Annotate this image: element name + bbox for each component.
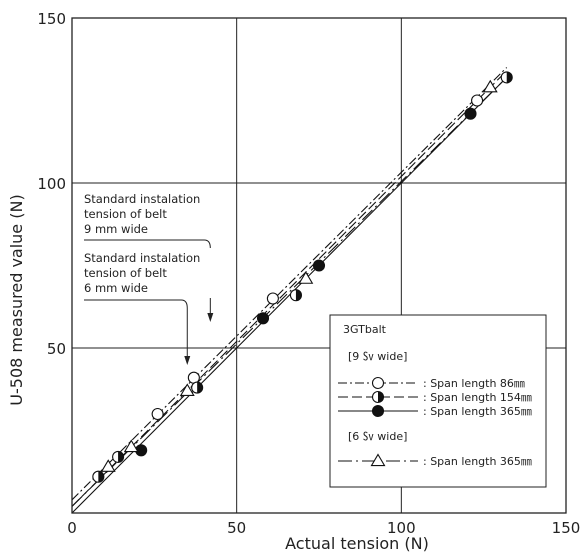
x-tick-label-150: 150 — [552, 519, 581, 537]
point-s2-3 — [191, 381, 204, 394]
point-s1-3 — [266, 292, 279, 305]
plot-frame — [71, 17, 567, 514]
fit-line-1 — [71, 67, 508, 501]
legend-label-span-154: : Span length 154㎜ — [423, 391, 532, 404]
legend: 3GTbalt [9 ㏜ wide] [6 ㏜ wide] : Span len… — [329, 314, 547, 488]
legend-label-span-365-9mm: : Span length 365㎜ — [423, 405, 532, 418]
point-s4-5 — [482, 79, 498, 93]
point-s2-5-fill — [506, 71, 513, 83]
point-s2-4-fill — [295, 289, 302, 301]
y-tick-label-50: 50 — [47, 340, 66, 358]
legend-label-span-365-6mm: : Span length 365㎜ — [423, 455, 532, 468]
legend-marker-2-fill — [378, 391, 384, 403]
annotation-6mm-arrowhead — [184, 356, 191, 365]
fit-lines — [71, 67, 508, 514]
legend-marker-4 — [370, 453, 386, 467]
annotation-6mm-arrow — [84, 299, 188, 357]
legend-marker-1 — [371, 376, 385, 390]
annotation-9mm-arrowhead — [207, 313, 214, 322]
x-tick-label-100: 100 — [387, 519, 416, 537]
point-s1-1 — [151, 407, 164, 421]
annotation-6mm-line1: Standard instalation — [84, 251, 200, 265]
y-axis-title: U-508 measured value (N) — [7, 194, 26, 405]
x-tick-label-0: 0 — [67, 519, 77, 537]
tick-labels: 0 50 100 150 50 100 150 — [37, 10, 580, 537]
point-s4-3 — [179, 383, 195, 396]
y-tick-label-150: 150 — [37, 10, 66, 28]
point-s2-1 — [92, 470, 105, 483]
fit-line-3 — [71, 77, 508, 514]
point-s2-5 — [500, 71, 513, 84]
legend-entry-span-154 — [338, 390, 418, 404]
legend-marker-2 — [371, 390, 385, 404]
annotation-6mm-line2: tension of belt — [84, 266, 167, 280]
point-s1-4 — [471, 94, 484, 107]
y-tick-label-100: 100 — [37, 175, 66, 193]
x-tick-label-50: 50 — [227, 519, 246, 537]
legend-label-span-86: : Span length 86㎜ — [423, 377, 525, 390]
point-s1-2 — [187, 371, 200, 384]
annotation-6mm-line3: 6 mm wide — [84, 281, 148, 295]
x-axis-title: Actual tension (N) — [285, 534, 429, 553]
point-s3-4 — [464, 107, 477, 120]
point-s2-1-fill — [98, 471, 104, 483]
point-s3-3 — [312, 259, 326, 272]
fit-line-2 — [71, 70, 508, 507]
point-s2-2-fill — [118, 451, 124, 463]
legend-title: 3GTbalt — [343, 323, 387, 336]
legend-group-6mm: [6 ㏜ wide] — [348, 430, 407, 443]
point-s4-4 — [298, 271, 314, 284]
legend-entry-span-365-6mm — [338, 453, 418, 467]
legend-group-9mm: [9 ㏜ wide] — [348, 350, 407, 363]
point-s3-2 — [256, 312, 270, 325]
annotation-9mm-line1: Standard instalation — [84, 192, 200, 206]
point-s4-1 — [100, 459, 116, 472]
annotation-9mm-arrow — [84, 239, 211, 314]
point-s4-2 — [123, 439, 139, 453]
legend-marker-3 — [371, 404, 385, 418]
legend-entry-span-86 — [338, 376, 418, 390]
annotation-9mm-line2: tension of belt — [84, 207, 167, 221]
data-points — [92, 71, 513, 483]
point-s2-3-fill — [197, 382, 203, 394]
point-s2-4 — [289, 289, 302, 302]
annotation-9mm-line3: 9 mm wide — [84, 222, 148, 236]
fit-line-4 — [71, 77, 508, 507]
point-s2-2 — [112, 450, 125, 463]
legend-entry-span-365-9mm — [338, 404, 418, 418]
